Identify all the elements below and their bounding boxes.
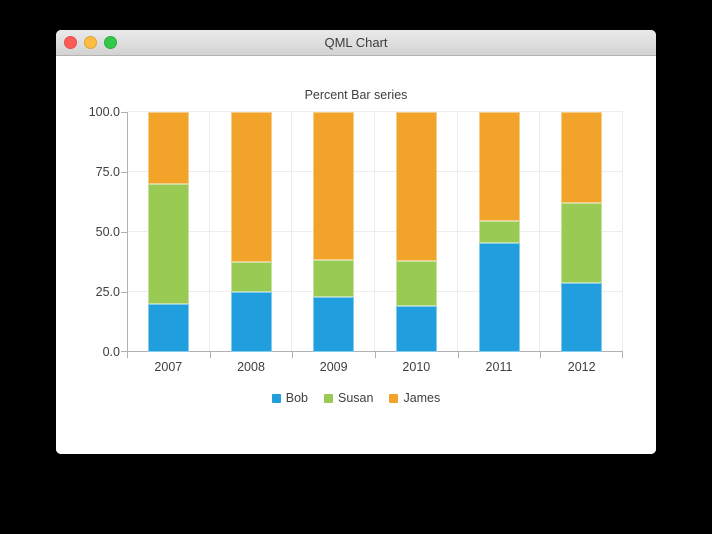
x-category-label-2008: 2008	[237, 360, 265, 374]
y-tick-label: 25.0	[95, 285, 120, 299]
h-gridline-50	[127, 231, 623, 232]
v-gridline-1	[208, 112, 210, 352]
legend-label-james: James	[403, 391, 441, 405]
x-category-label-2012: 2012	[567, 360, 596, 374]
bar-2008-james[interactable]	[230, 112, 272, 262]
bar-2009-james[interactable]	[313, 112, 355, 260]
legend-item-susan: Susan	[323, 390, 374, 406]
v-gridline-4	[456, 112, 458, 352]
y-axis-tick	[121, 112, 127, 113]
legend-item-bob: Bob	[271, 390, 308, 406]
bar-2010-susan[interactable]	[395, 260, 437, 307]
y-axis-tick	[121, 351, 127, 352]
v-gridline-3	[374, 112, 375, 352]
x-axis-tick	[209, 352, 211, 358]
y-tick-label: 75.0	[95, 165, 120, 179]
bar-2011-susan[interactable]	[478, 220, 520, 243]
minimize-button[interactable]	[84, 36, 97, 49]
legend-label-bob: Bob	[285, 391, 308, 405]
bar-2011-james[interactable]	[478, 112, 520, 221]
y-tick-label: 0.0	[102, 345, 120, 359]
bar-2009-bob[interactable]	[313, 296, 355, 352]
x-category-label-2009: 2009	[319, 360, 348, 374]
chart-title: Percent Bar series	[304, 88, 408, 102]
qml-chart-window: QML Chart Percent Bar series Bob Susan Jam…	[56, 30, 656, 454]
x-category-label-2010: 2010	[402, 360, 431, 374]
bar-2007-susan[interactable]	[147, 184, 189, 304]
h-gridline-100	[127, 111, 623, 112]
y-axis-tick	[121, 232, 127, 233]
y-tick-label: 50.0	[95, 225, 120, 239]
v-gridline-6	[622, 112, 623, 352]
window-titlebar[interactable]: QML Chart	[56, 30, 656, 56]
bar-2009-susan[interactable]	[313, 259, 355, 297]
y-axis-tick	[121, 172, 127, 173]
bar-2008-bob[interactable]	[230, 292, 272, 352]
bar-2011-bob[interactable]	[478, 242, 520, 352]
legend-item-james: James	[389, 390, 440, 406]
window-title: QML Chart	[324, 35, 388, 50]
bar-2012-james[interactable]	[561, 112, 603, 204]
x-axis-tick	[127, 352, 128, 358]
h-gridline-75	[127, 171, 623, 172]
x-axis-tick	[375, 352, 376, 358]
y-tick-label: 100.0	[88, 105, 120, 119]
v-gridline-5	[539, 112, 541, 352]
legend-marker-bob	[271, 393, 281, 403]
h-gridline-25	[127, 291, 623, 292]
v-gridline-2	[291, 112, 293, 352]
bar-2012-susan[interactable]	[561, 203, 603, 284]
x-axis-tick	[457, 352, 459, 358]
bar-2010-bob[interactable]	[395, 306, 437, 352]
legend-label-susan: Susan	[337, 391, 374, 405]
zoom-button[interactable]	[104, 36, 117, 49]
x-category-label-2007: 2007	[154, 360, 183, 374]
legend-marker-james	[389, 393, 399, 403]
chart-legend: Bob Susan James	[56, 390, 656, 406]
x-axis-tick	[292, 352, 294, 358]
bar-2010-james[interactable]	[395, 112, 437, 261]
bar-2008-susan[interactable]	[230, 262, 272, 292]
x-axis-tick	[540, 352, 542, 358]
legend-marker-susan	[323, 393, 333, 403]
bar-2007-james[interactable]	[147, 112, 189, 184]
bar-2007-bob[interactable]	[147, 304, 189, 352]
close-button[interactable]	[64, 36, 77, 49]
y-axis-tick	[121, 292, 127, 293]
x-category-label-2011: 2011	[485, 360, 513, 374]
chart-view: Percent Bar series Bob Susan James 0.0 25.0…	[56, 56, 656, 454]
x-axis-tick	[622, 352, 623, 358]
y-axis-line	[127, 112, 128, 352]
bar-2012-bob[interactable]	[561, 283, 603, 352]
x-axis-line	[127, 351, 623, 352]
